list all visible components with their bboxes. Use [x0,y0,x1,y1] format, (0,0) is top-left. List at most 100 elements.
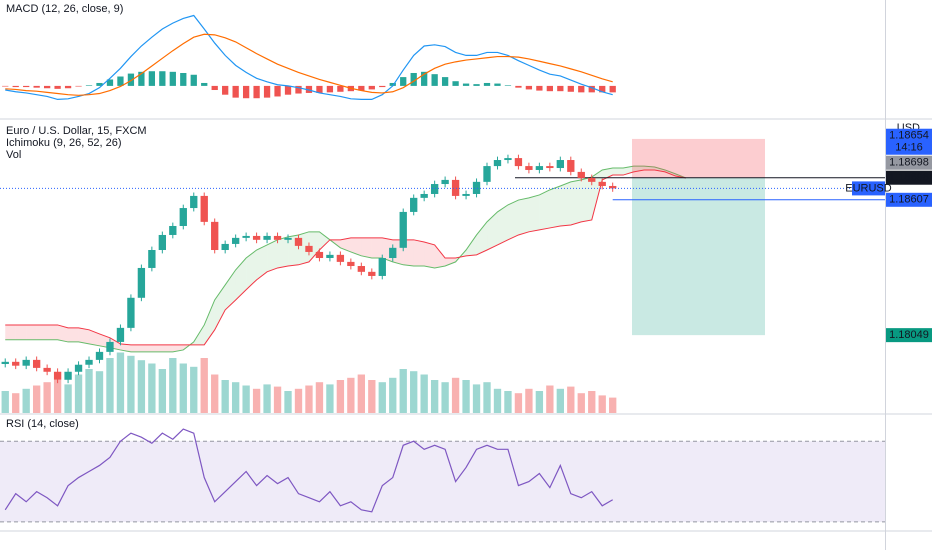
cloud-segment [214,284,226,330]
cloud-segment [204,299,215,345]
histogram-bar [190,74,197,86]
price-tag-text: 1.18698 [889,172,929,184]
symbol-tag [852,181,885,196]
cloud-segment [5,324,16,340]
volume-bar [158,369,167,413]
marks [0,14,885,523]
price-tag-text: 1.18049 [889,329,929,341]
histogram-bar [295,85,302,94]
candle-body [598,181,606,186]
candle-body [483,166,491,182]
candle-body [525,166,533,170]
histogram-bar [274,85,281,97]
candle-body [148,250,156,268]
cloud-segment [47,324,58,340]
cloud-segment [497,204,508,245]
rsi-band [0,441,885,522]
cloud-segment [539,189,550,230]
candle-body [231,237,240,244]
volume-bar [179,363,187,413]
candle-body [399,211,407,248]
cloud-segment [633,166,645,172]
candle-body [472,181,481,194]
price-tag-text: 1.18607 [889,194,929,206]
candle-body [378,258,386,276]
histogram-bar [473,84,480,86]
candle-body [347,261,355,267]
histogram-bar [23,85,30,88]
volume-bar [231,382,240,413]
candle-body [43,367,51,372]
histogram-bar [180,72,187,86]
cloud-segment [581,176,592,222]
volume-bar [1,391,9,413]
histogram-bar [127,73,135,86]
volume-bar [116,352,125,413]
volume-bar [85,369,93,413]
volume-bar [43,382,51,413]
volume-bar [357,374,365,413]
cloud-segment [256,244,268,280]
candle-body [556,160,564,169]
labels: MACD (12, 26, close, 9) Euro / U.S. Doll… [6,3,932,430]
histogram-bar [337,85,344,92]
cloud-segment [151,344,163,352]
candle-body [609,185,617,189]
histogram-bar [43,85,51,89]
candle-body [273,235,282,240]
cloud-segment [246,250,257,290]
candle-body [190,195,198,209]
volume-bar [106,358,114,413]
candle-body [200,195,208,222]
histogram-bar [106,79,114,86]
candle-body [410,197,418,212]
price-tag [886,155,932,170]
candle-body [116,327,125,342]
candle-body [514,158,523,167]
candle-body [567,160,575,172]
histogram-bar [2,85,9,87]
histogram-bar [263,85,271,98]
candle-body [252,235,261,240]
histogram-bar [326,85,334,93]
volume-bar [263,384,271,413]
candle-body [53,371,62,380]
volume-bar [22,388,30,413]
candle-body [451,179,460,196]
histogram-bar [169,71,176,86]
volume-bar [483,382,491,413]
cloud-segment [68,327,79,342]
rsi-line [4,428,613,513]
symbol-tag-text: EURUSD [845,182,892,194]
histogram-bar [536,85,543,91]
volume-bar [504,391,512,413]
histogram-bar [232,85,239,98]
volume-bar [556,388,564,413]
histogram-bar [316,85,323,93]
price-tag [886,128,932,155]
price-tag-text: 1.18654 [889,130,929,142]
volume-bar [347,377,355,413]
volume-bar [378,382,386,413]
volume-bar [74,374,83,413]
volume-bar [368,380,376,413]
volume-bar [273,386,282,413]
volume-bar [420,374,428,413]
candle-body [106,341,114,352]
histogram-bar [400,77,407,86]
span-a-line [5,165,687,353]
histogram-bar [117,76,124,86]
histogram-bar [431,74,438,86]
histogram-bar [148,71,156,86]
cloud-segment [413,239,425,267]
volume-bar [546,385,554,413]
histogram-bar [85,85,93,86]
volume-bar [148,363,156,413]
candle-body [211,221,219,251]
stop-zone [632,138,765,178]
candle-body [85,359,93,365]
histogram-bar [525,85,533,90]
candle-body [389,247,397,259]
candle-body [535,166,544,170]
